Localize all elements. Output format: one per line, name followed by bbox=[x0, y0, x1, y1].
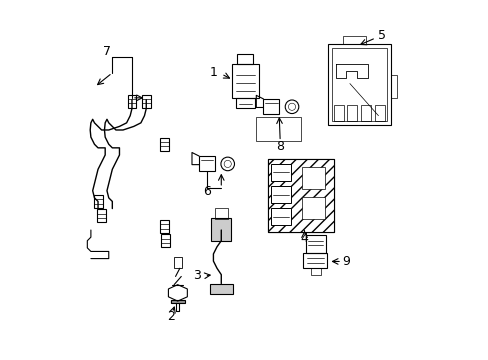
Text: 9: 9 bbox=[342, 255, 350, 268]
Bar bbox=[161, 234, 170, 247]
Bar bbox=[256, 117, 300, 141]
Text: 1: 1 bbox=[209, 66, 217, 79]
Bar bbox=[301, 197, 324, 219]
Text: 6: 6 bbox=[203, 185, 210, 198]
Bar bbox=[174, 257, 181, 268]
Text: 3: 3 bbox=[193, 269, 201, 282]
Text: 4: 4 bbox=[300, 232, 308, 245]
Bar bbox=[303, 252, 326, 267]
Text: 7: 7 bbox=[103, 45, 111, 58]
Bar bbox=[271, 186, 290, 203]
Bar bbox=[301, 167, 324, 189]
Bar bbox=[142, 95, 150, 108]
Bar bbox=[235, 98, 255, 108]
Bar bbox=[199, 156, 214, 171]
Bar bbox=[237, 54, 253, 64]
Bar bbox=[170, 300, 184, 303]
Bar bbox=[333, 105, 343, 121]
Bar bbox=[231, 64, 258, 98]
Bar bbox=[271, 208, 290, 225]
Bar bbox=[271, 164, 290, 181]
Bar bbox=[342, 36, 365, 44]
Bar bbox=[310, 267, 320, 275]
Bar bbox=[360, 105, 370, 121]
Bar bbox=[93, 195, 102, 208]
Text: 8: 8 bbox=[276, 140, 284, 153]
Bar bbox=[160, 220, 168, 233]
Bar bbox=[267, 158, 333, 232]
Bar bbox=[374, 105, 384, 121]
Bar bbox=[263, 99, 279, 114]
Bar bbox=[211, 217, 231, 241]
Bar bbox=[390, 75, 397, 98]
Bar bbox=[97, 210, 106, 222]
Bar bbox=[214, 208, 227, 219]
Bar bbox=[331, 48, 386, 121]
Bar bbox=[328, 44, 390, 125]
Bar bbox=[346, 105, 357, 121]
Bar bbox=[160, 138, 168, 150]
Bar bbox=[127, 95, 136, 108]
Polygon shape bbox=[168, 285, 187, 301]
Bar bbox=[267, 158, 333, 232]
Text: 5: 5 bbox=[377, 29, 385, 42]
Text: 2: 2 bbox=[167, 310, 175, 323]
Bar bbox=[209, 284, 233, 294]
Bar bbox=[305, 235, 325, 252]
